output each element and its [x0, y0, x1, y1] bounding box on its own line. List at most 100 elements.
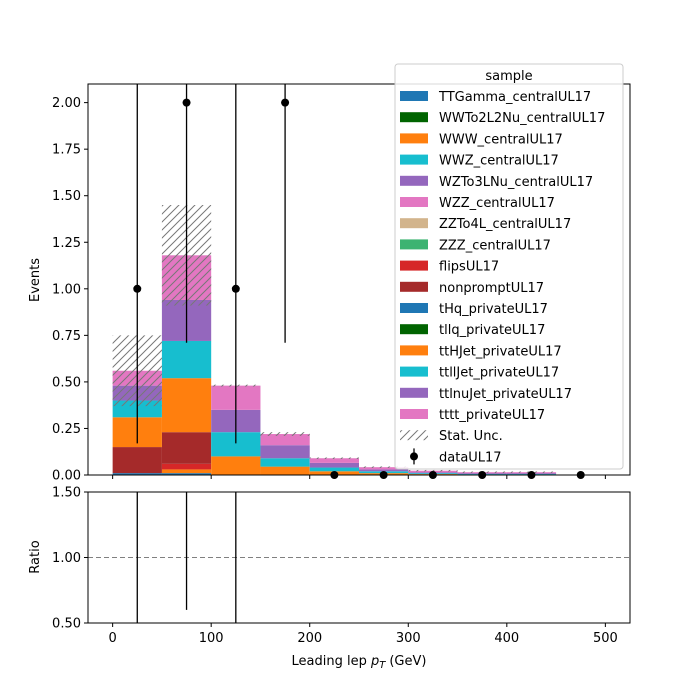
- top-ytick-label-0: 0.00: [52, 469, 81, 484]
- legend-swatch-5: [400, 197, 428, 207]
- bottom-xtick-label-0: 0: [108, 631, 116, 646]
- legend-item-0: TTGamma_centralUL17: [400, 90, 591, 105]
- legend-frame: [394, 63, 624, 470]
- stack-bar-12-1: [161, 378, 212, 433]
- stack-bar-13-1: [161, 340, 212, 379]
- stack-bar-0-0: [112, 473, 162, 475]
- bottom-ytick-label-1: 1.00: [52, 551, 81, 566]
- top-ytick-label-1: 0.25: [52, 422, 81, 437]
- legend-swatch-7: [400, 239, 428, 250]
- legend-label-10: tHq_privateUL17: [439, 302, 548, 317]
- legend-item-3: WWZ_centralUL17: [400, 154, 559, 169]
- stack-bar-12-2: [211, 456, 261, 475]
- x-axis-label-main: Leading lep: [292, 654, 367, 669]
- legend-item-1: WWTo2L2Nu_centralUL17: [400, 111, 605, 126]
- legend-label-14: ttlnuJet_privateUL17: [439, 387, 572, 402]
- legend-item-6: ZZTo4L_centralUL17: [400, 217, 571, 232]
- data-point-3: [281, 98, 290, 107]
- legend-item-7: ZZZ_centralUL17: [400, 238, 551, 253]
- stack-bar-14-4: [309, 462, 359, 468]
- legend-label-0: TTGamma_centralUL17: [438, 90, 591, 105]
- bottom-xtick-label-2: 200: [297, 631, 322, 646]
- bottom-ytick-label-0: 0.50: [52, 617, 81, 632]
- legend-label-15: tttt_privateUL17: [439, 408, 545, 423]
- bottom-xtick-label-5: 500: [593, 631, 618, 646]
- legend-item-8: flipsUL17: [400, 260, 499, 275]
- stack-bar-15-5: [359, 467, 409, 470]
- legend-swatch-10: [400, 303, 428, 313]
- legend-title: sample: [485, 69, 532, 84]
- stat-unc-4: [309, 457, 359, 459]
- top-ytick-label-5: 1.25: [52, 236, 81, 251]
- legend-item-14: ttlnuJet_privateUL17: [400, 387, 572, 402]
- legend-swatch-6: [400, 218, 428, 229]
- legend-label-6: ZZTo4L_centralUL17: [439, 217, 571, 232]
- stack-bar-13-3: [260, 458, 310, 467]
- legend-swatch-11: [400, 324, 428, 335]
- legend-item-11: tllq_privateUL17: [400, 323, 545, 338]
- legend-label-16: Stat. Unc.: [439, 429, 503, 444]
- legend-item-4: WZTo3LNu_centralUL17: [400, 175, 593, 190]
- legend-item-17: dataUL17: [410, 448, 502, 465]
- stat-unc-6: [408, 469, 458, 472]
- legend-item-16: Stat. Unc.: [400, 429, 503, 444]
- legend-swatch-3: [400, 154, 428, 165]
- legend-item-15: tttt_privateUL17: [400, 408, 545, 423]
- legend-label-3: WWZ_centralUL17: [439, 154, 559, 169]
- legend-swatch-8: [400, 260, 428, 271]
- legend-swatch-4: [400, 175, 428, 186]
- legend-swatch-hatch: [400, 430, 428, 441]
- legend: sample TTGamma_centralUL17 WWTo2L2Nu_cent…: [394, 63, 624, 470]
- legend-swatch-2: [400, 133, 428, 144]
- stack-bar-9-0: [112, 447, 162, 474]
- y-axis-label-bottom: Ratio: [28, 540, 43, 573]
- legend-swatch-14: [400, 387, 428, 398]
- top-ytick-label-8: 2.00: [52, 96, 81, 111]
- legend-item-2: WWW_centralUL17: [400, 132, 563, 147]
- legend-item-9: nonpromptUL17: [400, 281, 544, 296]
- stack-bar-14-3: [260, 445, 310, 459]
- bottom-xtick-label-3: 300: [396, 631, 421, 646]
- legend-swatch-15: [400, 409, 428, 419]
- top-ytick-label-3: 0.75: [52, 329, 81, 344]
- stack-bar-15-3: [260, 434, 310, 446]
- bottom-xtick-label-4: 400: [494, 631, 519, 646]
- legend-label-12: ttHJet_privateUL17: [439, 344, 562, 359]
- legend-label-4: WZTo3LNu_centralUL17: [439, 175, 593, 190]
- legend-swatch-1: [400, 112, 428, 123]
- stack-bar-14-5: [359, 469, 409, 472]
- top-plot-border: [87, 83, 631, 476]
- x-axis-label-math: p: [370, 654, 379, 669]
- x-axis-label-unit: (GeV): [389, 654, 426, 669]
- stack-bar-12-3: [260, 466, 310, 475]
- legend-swatch-13: [400, 366, 428, 377]
- legend-label-13: ttllJet_privateUL17: [439, 366, 559, 381]
- x-axis-label-sub: T: [379, 660, 386, 671]
- stack-bar-13-4: [309, 467, 359, 472]
- data-point-2: [231, 284, 240, 293]
- stack-bar-8-1: [161, 463, 212, 470]
- legend-item-10: tHq_privateUL17: [400, 302, 548, 317]
- stat-unc-5: [359, 466, 409, 468]
- stack-bar-2-1: [161, 469, 212, 474]
- legend-item-13: ttllJet_privateUL17: [400, 366, 559, 381]
- stack-bar-0-1: [161, 473, 212, 475]
- legend-label-1: WWTo2L2Nu_centralUL17: [439, 111, 605, 126]
- top-ytick-label-2: 0.50: [52, 375, 81, 390]
- stack-bar-15-4: [309, 458, 359, 463]
- legend-swatch-9: [400, 281, 428, 292]
- legend-label-8: flipsUL17: [439, 260, 499, 275]
- legend-label-2: WWW_centralUL17: [439, 132, 563, 147]
- legend-label-17: dataUL17: [439, 450, 502, 465]
- legend-label-11: tllq_privateUL17: [439, 323, 545, 338]
- legend-swatch-12: [400, 345, 428, 356]
- data-point-1: [182, 98, 191, 107]
- bottom-ytick-label-2: 1.50: [52, 486, 81, 501]
- y-axis-label-top: Events: [28, 258, 43, 302]
- legend-label-9: nonpromptUL17: [439, 281, 544, 296]
- legend-label-5: WZZ_centralUL17: [439, 196, 555, 211]
- legend-item-12: ttHJet_privateUL17: [400, 344, 562, 359]
- stat-unc-3: [260, 432, 310, 436]
- top-ytick-label-6: 1.50: [52, 189, 81, 204]
